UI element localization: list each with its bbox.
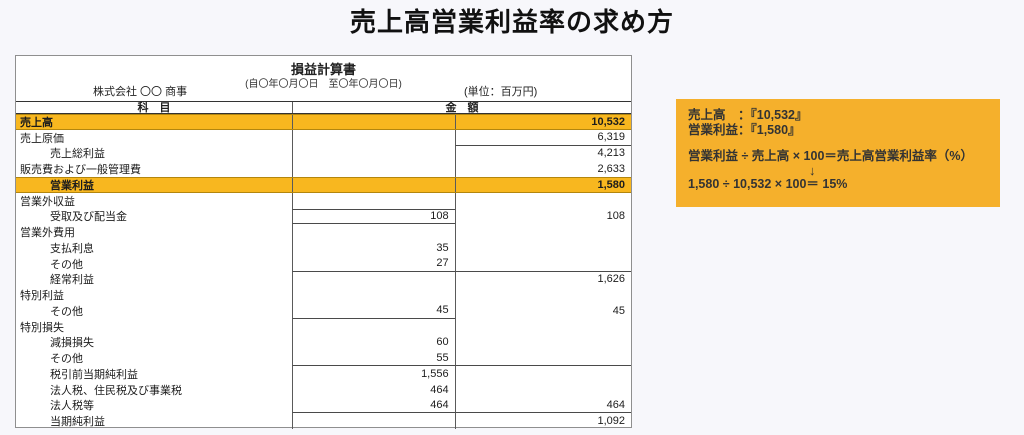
row-label: 経常利益: [50, 274, 94, 287]
table-row: 販売費および一般管理費 2,633: [16, 161, 631, 177]
row-right-value: [454, 287, 631, 303]
table-row: 売上総利益 4,213: [16, 145, 631, 162]
row-mid-value: [292, 192, 454, 209]
row-mid-value: 464: [292, 397, 455, 414]
row-right-value: [454, 255, 631, 272]
row-label: 特別利益: [20, 290, 64, 303]
row-label: その他: [50, 305, 83, 318]
row-label: その他: [50, 258, 83, 271]
row-label: 営業外費用: [20, 227, 75, 240]
row-mid-value: [292, 145, 454, 162]
row-mid-value: 27: [292, 255, 455, 272]
row-label: 法人税等: [50, 400, 94, 413]
formula-line: 営業利益 ÷ 売上高 × 100＝売上高営業利益率（%）: [688, 149, 974, 163]
table-row: 営業外費用: [16, 224, 631, 240]
table-row: 減損損失 60: [16, 334, 631, 351]
column-header-row: 科 目 金 額: [16, 101, 631, 114]
row-right-value: 1,580: [454, 178, 631, 192]
pl-statement: 損益計算書 (自〇年〇月〇日 至〇年〇月〇日) 株式会社 〇〇 商事 (単位：百…: [15, 55, 632, 429]
row-right-value: [454, 318, 631, 335]
row-right-value: 10,532: [454, 115, 631, 129]
row-mid-value: 35: [292, 240, 454, 256]
formula-result-line: 1,580 ÷ 10,532 × 100＝ 15%: [688, 177, 848, 191]
column-header-amount: 金 額: [445, 102, 479, 114]
row-mid-value: 464: [292, 381, 454, 398]
table-row: 売上原価 6,319: [16, 129, 632, 146]
table-row: 税引前当期純利益 1,556: [16, 366, 631, 382]
row-label: 特別損失: [20, 321, 64, 334]
row-mid-value: [292, 115, 454, 129]
row-right-value: 2,633: [454, 161, 631, 177]
row-label: 受取及び配当金: [50, 211, 127, 224]
table-row: 支払利息 35: [16, 240, 631, 256]
arrow-down-icon: ↓: [809, 163, 816, 178]
row-right-value: 45: [454, 303, 631, 319]
row-label: 販売費および一般管理費: [20, 164, 141, 177]
row-mid-value: 45: [292, 303, 455, 319]
row-mid-value: 60: [292, 334, 454, 351]
row-label: 売上総利益: [50, 148, 105, 161]
row-mid-value: [292, 224, 454, 240]
row-right-value: 1,092: [454, 413, 631, 429]
table-row: 法人税、住民税及び事業税 464: [16, 381, 631, 398]
row-right-value: 4,213: [454, 145, 631, 162]
row-right-value: 464: [454, 397, 631, 414]
table-row: 営業利益 1,580: [16, 177, 631, 193]
table-row: 特別利益: [16, 287, 631, 303]
row-right-value: 108: [454, 208, 631, 225]
statement-title: 損益計算書: [290, 62, 356, 77]
statement-rows: 売上高 10,532 売上原価 6,319 売上総利益 4,213 販売費および…: [16, 114, 632, 429]
table-row: その他 27: [16, 255, 631, 272]
row-right-value: [454, 381, 631, 398]
row-mid-value: [292, 161, 454, 177]
table-row: 受取及び配当金 108 108: [16, 208, 631, 225]
column-header-subject: 科 目: [16, 102, 293, 114]
unit-label: (単位：百万円): [464, 86, 538, 98]
row-right-value: [454, 334, 631, 351]
row-mid-value: [292, 318, 454, 335]
row-label: 売上高: [20, 116, 53, 129]
row-label: 営業利益: [50, 179, 94, 192]
row-mid-value: 108: [292, 208, 455, 225]
formula-panel: 売上高 ：『10,532』 営業利益：『1,580』 営業利益 ÷ 売上高 × …: [676, 99, 1000, 207]
row-right-value: 6,319: [454, 129, 632, 146]
row-mid-value: 1,556: [292, 366, 454, 382]
row-right-value: [454, 350, 631, 366]
page-title: 売上高営業利益率の求め方: [349, 7, 674, 37]
statement-header: 損益計算書 (自〇年〇月〇日 至〇年〇月〇日) 株式会社 〇〇 商事 (単位：百…: [16, 56, 631, 101]
row-mid-value: [292, 413, 454, 429]
row-label: 営業外収益: [20, 195, 75, 208]
row-right-value: [454, 366, 631, 382]
row-mid-value: 55: [292, 350, 455, 366]
statement-period: (自〇年〇月〇日 至〇年〇月〇日): [245, 79, 402, 90]
row-right-value: [454, 192, 631, 209]
table-row: 法人税等 464 464: [16, 397, 631, 414]
table-row: 経常利益 1,626: [16, 271, 631, 288]
row-mid-value: [292, 287, 454, 303]
row-mid-value: [292, 271, 454, 288]
row-label: 法人税、住民税及び事業税: [50, 384, 182, 397]
row-label: 減損損失: [50, 337, 94, 350]
row-right-value: [454, 240, 631, 256]
row-right-value: [454, 224, 631, 240]
company-name: 株式会社 〇〇 商事: [93, 86, 188, 98]
row-label: 支払利息: [50, 242, 94, 255]
row-mid-value: [292, 129, 454, 146]
formula-operating-line: 営業利益：『1,580』: [688, 123, 801, 137]
row-label: 当期純利益: [50, 416, 105, 429]
table-row: 売上高 10,532: [16, 114, 631, 130]
row-label: 売上原価: [20, 132, 64, 145]
table-row: 特別損失: [16, 318, 631, 335]
row-label: 税引前当期純利益: [50, 368, 138, 381]
row-label: その他: [50, 353, 83, 366]
table-row: 当期純利益 1,092: [16, 413, 631, 429]
row-right-value: 1,626: [454, 271, 631, 288]
table-row: その他 55: [16, 350, 631, 366]
formula-sales-line: 売上高 ：『10,532』: [688, 108, 808, 122]
table-row: その他 45 45: [16, 303, 631, 319]
row-mid-value: [292, 178, 454, 192]
table-row: 営業外収益: [16, 192, 631, 209]
